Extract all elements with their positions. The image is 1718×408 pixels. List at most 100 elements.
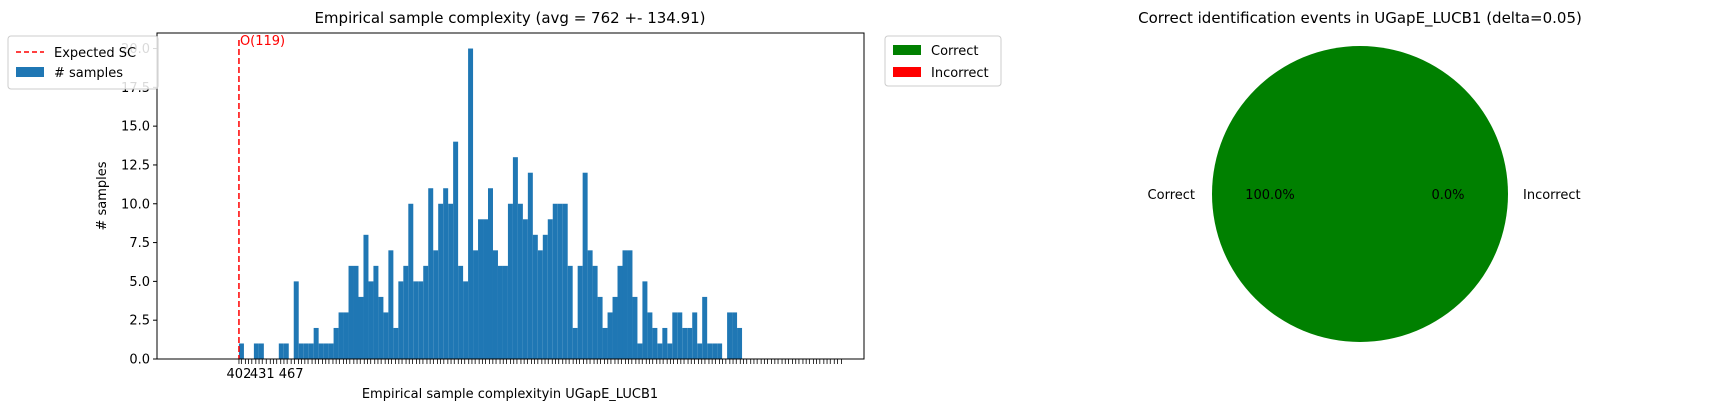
histogram-bar <box>358 296 364 359</box>
pie-legend: Correct Incorrect <box>884 35 1002 87</box>
histogram-bar <box>348 265 354 359</box>
histogram-bar <box>373 265 379 359</box>
histogram-bar <box>612 296 618 359</box>
histogram-bar <box>448 203 454 359</box>
x-tick-label: 431 <box>250 367 275 382</box>
histogram-bar <box>627 250 633 359</box>
histogram-bar <box>622 250 628 359</box>
histogram-panel: Empirical sample complexity (avg = 762 +… <box>7 9 865 402</box>
pie-legend-label-correct: Correct <box>931 44 978 59</box>
histogram-bar <box>413 281 419 359</box>
histogram-bar <box>717 343 723 359</box>
expected-sc-label: O(119) <box>240 34 285 49</box>
pie-slice-correct <box>1212 46 1508 342</box>
histogram-bar <box>687 327 693 359</box>
histogram-bar <box>283 343 289 359</box>
histogram-bar <box>468 48 474 360</box>
histogram-bar <box>323 343 329 359</box>
histogram-bar <box>473 250 479 359</box>
histogram-bar <box>632 296 638 359</box>
histogram-bar <box>617 265 623 359</box>
histogram-bar <box>607 312 613 359</box>
pie-label-incorrect: Incorrect <box>1523 188 1581 203</box>
histogram-bar <box>592 265 598 359</box>
histogram-bars <box>238 48 743 360</box>
y-tick-label: 7.5 <box>129 236 150 251</box>
histogram-bar <box>238 343 244 359</box>
histogram-bar <box>732 312 738 359</box>
histogram-bar <box>502 265 508 359</box>
histogram-bar <box>527 172 533 359</box>
histogram-bar <box>443 188 449 359</box>
histogram-bar <box>338 312 344 359</box>
histogram-bar <box>368 281 374 359</box>
histogram-bar <box>692 312 698 359</box>
histogram-bar <box>557 203 563 359</box>
pie-pct-incorrect: 0.0% <box>1431 188 1464 203</box>
histogram-bar <box>597 296 603 359</box>
y-tick-label: 10.0 <box>121 197 150 212</box>
histogram-bar <box>453 141 459 359</box>
histogram-y-ticks: 0.02.55.07.510.012.515.017.520.0 <box>121 42 157 368</box>
histogram-bar <box>642 281 648 359</box>
histogram-bar <box>463 281 469 359</box>
histogram-legend-box <box>7 35 159 90</box>
histogram-bar <box>602 327 608 359</box>
histogram-bar <box>333 327 339 359</box>
histogram-bar <box>298 343 304 359</box>
histogram-bar <box>318 343 324 359</box>
histogram-bar <box>727 312 733 359</box>
histogram-bar <box>388 250 394 359</box>
x-tick-label: 402 <box>227 367 252 382</box>
histogram-bar <box>343 312 349 359</box>
histogram-bar <box>492 250 498 359</box>
histogram-y-label: # samples <box>95 161 110 230</box>
histogram-bar <box>677 312 683 359</box>
histogram-bar <box>313 327 319 359</box>
histogram-bar <box>637 343 643 359</box>
histogram-bar <box>662 327 668 359</box>
histogram-bar <box>258 343 264 359</box>
histogram-title: Empirical sample complexity (avg = 762 +… <box>314 9 705 27</box>
legend-correct-patch-icon <box>893 45 921 55</box>
histogram-bar <box>567 265 573 359</box>
histogram-bar <box>577 265 583 359</box>
histogram-bar <box>587 250 593 359</box>
histogram-bar <box>522 219 528 359</box>
legend-bar-patch-icon <box>16 67 44 77</box>
histogram-bar <box>408 203 414 359</box>
histogram-bar <box>308 343 314 359</box>
histogram-bar <box>652 327 658 359</box>
histogram-bar <box>532 234 538 359</box>
histogram-legend: Expected SC # samples <box>7 35 159 90</box>
histogram-bar <box>582 172 588 359</box>
histogram-x-label: Empirical sample complexityin UGapE_LUCB… <box>362 387 658 402</box>
histogram-bar <box>353 265 359 359</box>
histogram-bar <box>657 343 663 359</box>
x-tick-label: 467 <box>279 367 304 382</box>
legend-label-expected-sc: Expected SC <box>54 46 136 61</box>
histogram-bar <box>737 327 743 359</box>
legend-label-samples: # samples <box>54 66 123 81</box>
legend-incorrect-patch-icon <box>893 67 921 77</box>
histogram-bar <box>423 265 429 359</box>
histogram-bar <box>647 312 653 359</box>
histogram-axes-frame <box>156 32 865 360</box>
histogram-bar <box>383 312 389 359</box>
histogram-bar <box>517 203 523 359</box>
y-tick-label: 12.5 <box>121 158 150 173</box>
pie-legend-label-incorrect: Incorrect <box>931 66 989 81</box>
histogram-bar <box>507 203 513 359</box>
histogram-bar <box>428 188 434 359</box>
histogram-bar <box>552 203 558 359</box>
y-tick-label: 15.0 <box>121 120 150 135</box>
histogram-bar <box>488 188 493 359</box>
pie-label-correct: Correct <box>1148 188 1195 203</box>
histogram-bar <box>672 312 678 359</box>
histogram-bar <box>478 219 484 359</box>
histogram-bar <box>328 343 334 359</box>
histogram-bar <box>403 265 409 359</box>
pie-pct-correct: 100.0% <box>1245 188 1295 203</box>
